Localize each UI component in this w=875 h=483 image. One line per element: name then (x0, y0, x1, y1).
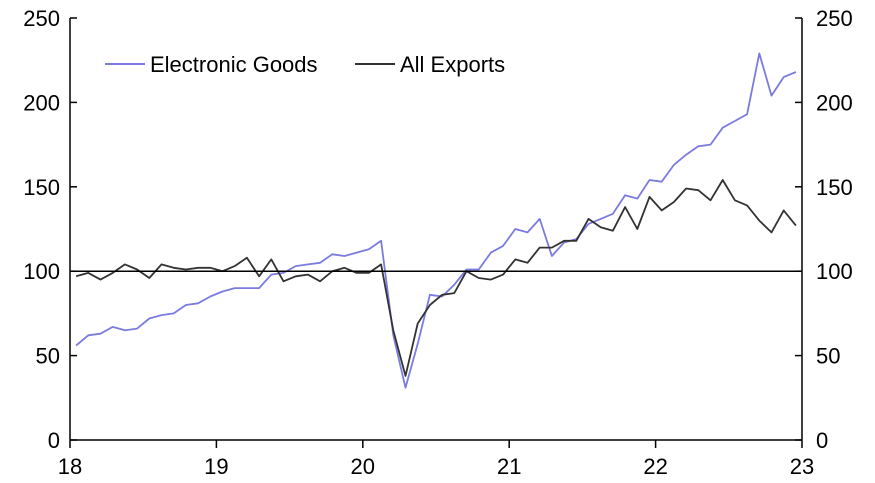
axes: 0 0 50 50 100 100 150 150 200 200 250 250 18 19 20 21 22… (23, 6, 852, 479)
x-tick-label: 21 (497, 454, 521, 479)
x-tick-label: 19 (204, 454, 228, 479)
x-tick-label: 23 (790, 454, 814, 479)
y-tick-label-right: 0 (816, 428, 828, 453)
y-tick-label-right: 250 (816, 6, 853, 31)
y-tick-label-left: 150 (23, 175, 60, 200)
y-tick-label-right: 100 (816, 259, 853, 284)
y-tick-label-right: 50 (816, 344, 840, 369)
y-tick-label-left: 100 (23, 259, 60, 284)
y-tick-label-left: 50 (36, 344, 60, 369)
legend-label-electronic-goods: Electronic Goods (150, 52, 318, 77)
y-tick-label-right: 150 (816, 175, 853, 200)
x-tick-label: 22 (643, 454, 667, 479)
series-line-electronic-goods (75, 52, 797, 389)
series-lines (70, 52, 802, 389)
legend: Electronic Goods All Exports (105, 52, 505, 77)
y-tick-label-left: 0 (48, 428, 60, 453)
x-tick-label: 18 (58, 454, 82, 479)
y-tick-label-right: 200 (816, 90, 853, 115)
x-tick-label: 20 (351, 454, 375, 479)
legend-label-all-exports: All Exports (400, 52, 505, 77)
series-line-all-exports (75, 179, 797, 377)
y-tick-label-left: 200 (23, 90, 60, 115)
y-tick-label-left: 250 (23, 6, 60, 31)
